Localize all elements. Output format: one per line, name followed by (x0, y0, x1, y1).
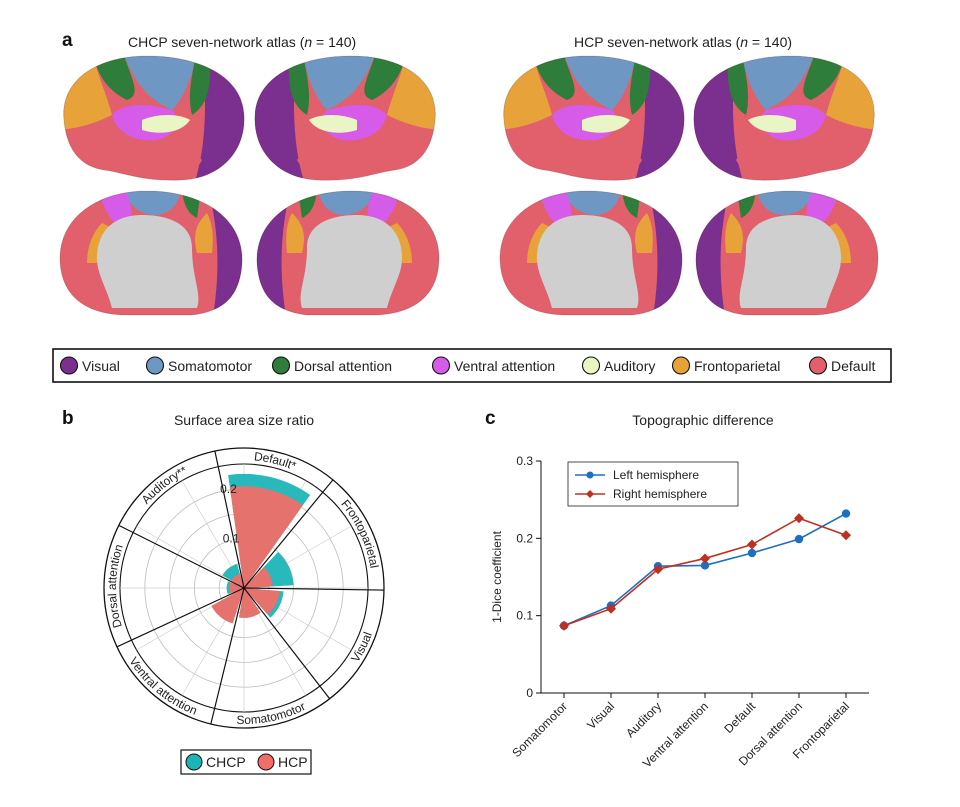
polar-outer-ring (103, 447, 385, 729)
polar-legend-label-chcp: CHCP (206, 754, 246, 770)
y-tick-label: 0.1 (516, 609, 533, 623)
polar-bar-hcp-ventral-attention (211, 588, 244, 624)
x-tick-label: Somatomotor (509, 699, 570, 760)
polar-sector-divider (214, 450, 245, 589)
panel-c: c Topographic difference 0 0.1 0.2 0.3 1-Dic… (485, 408, 869, 770)
point-left-hemisphere (794, 534, 804, 544)
point-right-hemisphere (606, 603, 616, 614)
point-left-hemisphere (747, 548, 757, 558)
legend-label-ventral-attention: Ventral attention (454, 358, 555, 374)
brain-chcp-left-lateral (63, 55, 245, 181)
y-tick-label: 0.2 (516, 531, 533, 545)
polar-category-label: Auditory** (139, 463, 190, 507)
point-right-hemisphere (747, 539, 757, 550)
polar-sector-divider (243, 587, 384, 591)
line-chart: 0 0.1 0.2 0.3 1-Dice coefficient Somatomotor V… (490, 454, 869, 770)
legend-swatch-frontoparietal (671, 356, 691, 375)
legend-swatch-somatomotor (145, 356, 165, 375)
point-right-hemisphere (841, 530, 851, 541)
legend-swatch-ventral-attention (431, 356, 451, 375)
polar-sector-divider (243, 587, 331, 700)
panel-a-title-left: CHCP seven-network atlas (n = 140) (128, 34, 356, 50)
polar-radial-tick: 0.1 (223, 531, 240, 545)
polar-sector-divider (210, 587, 245, 725)
polar-sector-divider (116, 587, 245, 648)
network-legend-frame (52, 348, 892, 383)
panel-a: a CHCP seven-network atlas (n = 140) HCP… (52, 30, 892, 383)
legend-label-left-hemisphere: Left hemisphere (613, 468, 699, 482)
panel-c-title: Topographic difference (632, 412, 774, 428)
brain-surface-renderings (59, 55, 879, 316)
panel-b-letter: b (62, 408, 74, 429)
x-tick-label: Auditory (623, 699, 664, 740)
point-right-hemisphere (653, 564, 663, 575)
polar-grid-spoke (136, 525, 245, 589)
polar-legend-swatch-chcp (185, 753, 203, 771)
y-tick-label: 0 (526, 686, 533, 700)
y-tick-label: 0.3 (516, 454, 533, 468)
legend-label-right-hemisphere: Right hemisphere (613, 487, 707, 501)
polar-category-label: Frontoparietal (338, 497, 381, 569)
polar-sector-divider (118, 524, 245, 589)
polar-bar-hcp-frontoparietal (244, 567, 273, 588)
legend-label-somatomotor: Somatomotor (168, 358, 252, 374)
panel-c-letter: c (485, 408, 496, 429)
point-right-hemisphere (794, 513, 804, 524)
legend-label-dorsal-attention: Dorsal attention (294, 358, 392, 374)
polar-category-label: Default* (253, 449, 298, 473)
panel-a-letter: a (62, 30, 73, 51)
polar-legend-swatch-hcp (257, 753, 275, 771)
brain-hcp-right-lateral (693, 55, 875, 181)
legend-label-auditory: Auditory (604, 358, 655, 374)
network-legend: Visual Somatomotor Dorsal attention Ventral… (52, 348, 892, 383)
point-right-hemisphere (700, 553, 710, 564)
legend-swatch-visual (59, 356, 79, 375)
line-legend-frame (567, 461, 739, 507)
point-right-hemisphere (559, 620, 569, 631)
panel-b-title: Surface area size ratio (174, 412, 314, 428)
brain-hcp-right-medial (695, 190, 879, 316)
brain-hcp-left-lateral (503, 55, 685, 181)
polar-bar-hcp-somatomotor (238, 588, 261, 618)
polar-category-label: Somatomotor (236, 699, 307, 727)
legend-swatch-dorsal-attention (271, 356, 291, 375)
legend-marker-right-hemisphere (586, 490, 594, 498)
legend-label-frontoparietal: Frontoparietal (694, 358, 780, 374)
brain-chcp-right-lateral (254, 55, 436, 181)
polar-radial-tick: 0.2 (220, 482, 237, 496)
legend-label-visual: Visual (82, 358, 120, 374)
legend-swatch-default (808, 356, 828, 375)
y-axis-label: 1-Dice coefficient (490, 530, 504, 622)
point-left-hemisphere (700, 561, 710, 570)
panel-a-title-right: HCP seven-network atlas (n = 140) (574, 34, 792, 50)
line-right-hemisphere (563, 517, 847, 627)
x-tick-label: Default (721, 699, 758, 736)
polar-bar-hcp-default (229, 486, 303, 588)
polar-bar-hcp-auditory (231, 573, 244, 588)
polar-legend-frame (180, 749, 312, 775)
polar-legend: CHCP HCP (180, 749, 312, 775)
x-tick-label: Visual (584, 699, 617, 732)
legend-marker-left-hemisphere (586, 471, 594, 479)
legend-label-default: Default (831, 358, 875, 374)
panel-b: b Surface area size ratio 0.1 0.2 Default*… (62, 408, 385, 775)
brain-chcp-left-medial (59, 190, 243, 316)
polar-legend-label-hcp: HCP (278, 754, 308, 770)
point-left-hemisphere (841, 509, 851, 518)
polar-category-label: Ventral attention (126, 654, 199, 717)
polar-sector-divider (243, 479, 334, 589)
legend-swatch-auditory (581, 356, 601, 375)
brain-hcp-left-medial (499, 190, 683, 316)
polar-chart: 0.10.2Default*FrontoparietalVisualSomato… (103, 447, 385, 729)
brain-chcp-right-medial (256, 190, 440, 316)
polar-bar-hcp-dorsal-attention (229, 582, 244, 594)
polar-bar-hcp-visual (244, 588, 280, 615)
